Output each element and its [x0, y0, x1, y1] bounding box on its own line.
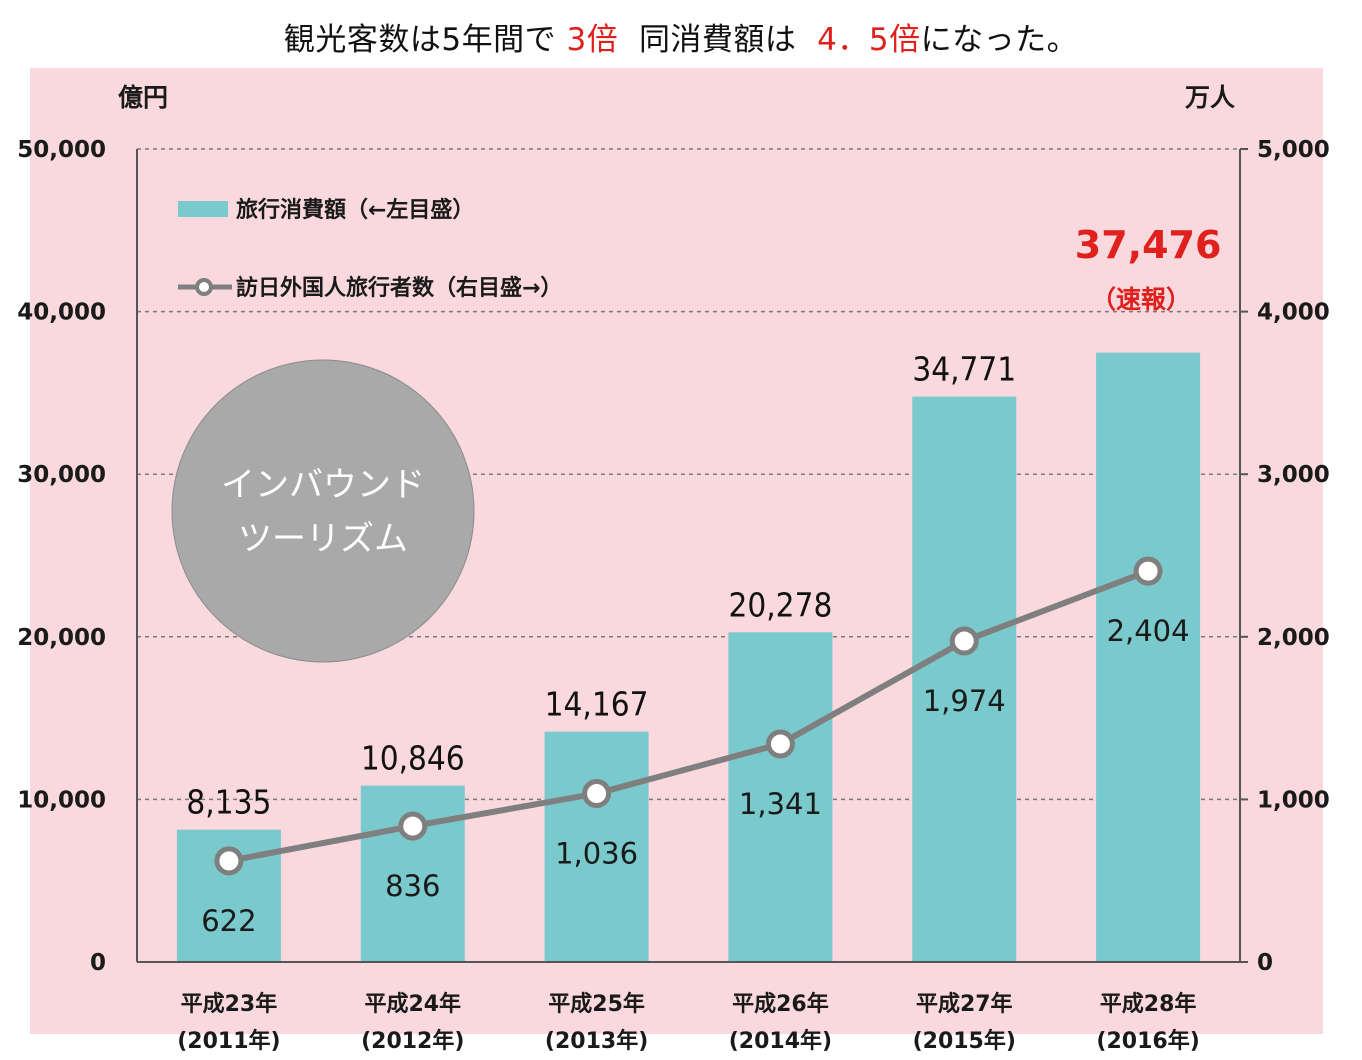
line-value-label: 622 [201, 904, 256, 938]
bar [912, 396, 1017, 962]
title-highlight-1: 3倍 [566, 22, 619, 58]
right-tick-label: 4,000 [1257, 300, 1330, 326]
bar [728, 632, 833, 962]
line-point-marker [1133, 556, 1163, 586]
line-value-label: 1,974 [923, 684, 1006, 718]
bar-value-label: 37,476 [1075, 223, 1222, 267]
category-label: 平成25年 [548, 991, 645, 1017]
visitors-line [228, 568, 1150, 864]
category-label: 平成23年 [181, 991, 278, 1017]
right-axis-unit: 万人 [1185, 83, 1235, 112]
bar-value-label: 34,771 [912, 350, 1016, 389]
data-labels: 8,135 10,846 14,167 20,278 34,771 37,476 622 83… [186, 223, 1221, 938]
left-tick-label: 20,000 [17, 625, 106, 651]
legend-bar-label: 旅行消費額（←左目盛） [236, 197, 474, 223]
axes: 0 10,000 20,000 30,000 40,000 50,000 0 1,000 2,0… [17, 137, 1330, 1054]
left-tick-label: 0 [90, 950, 106, 976]
right-tick-label: 5,000 [1257, 137, 1330, 163]
badge-line-1: インバウンド [221, 465, 425, 505]
badge-line-2: ツーリズム [238, 519, 408, 559]
category-sub-label: (2014年) [729, 1028, 832, 1054]
bars [176, 352, 1201, 962]
line-point-marker [582, 779, 612, 809]
category-sub-label: (2015年) [913, 1028, 1016, 1054]
line-value-label: 1,036 [555, 837, 638, 871]
line-value-label: 1,341 [739, 787, 822, 821]
category-label: 平成28年 [1100, 991, 1197, 1017]
left-tick-label: 10,000 [17, 787, 106, 813]
right-tick-label: 2,000 [1257, 625, 1330, 651]
bar-value-label: 8,135 [186, 783, 271, 822]
legend-line-label: 訪日外国人旅行者数（右目盛→） [236, 275, 562, 301]
bar-value-label: 20,278 [728, 585, 832, 624]
category-sub-label: (2012年) [361, 1028, 464, 1054]
category-sub-label: (2011年) [177, 1028, 280, 1054]
title-part2: 同消費額は [638, 22, 797, 58]
left-axis-unit: 億円 [118, 83, 168, 112]
right-tick-label: 1,000 [1257, 787, 1330, 813]
bar [1096, 352, 1201, 962]
title-highlight-2: 4．5倍 [817, 22, 921, 58]
highlight-note: （速報） [1091, 285, 1191, 314]
bar-value-label: 14,167 [545, 685, 649, 724]
right-tick-label: 0 [1257, 950, 1273, 976]
category-label: 平成27年 [916, 991, 1013, 1017]
line-point-marker [214, 846, 244, 876]
bar [544, 731, 649, 962]
legend-bar-swatch [178, 201, 228, 217]
title-part3: になった。 [920, 22, 1079, 58]
legend: 旅行消費額（←左目盛） 訪日外国人旅行者数（右目盛→） [178, 197, 562, 301]
line-value-label: 836 [385, 869, 440, 903]
left-tick-label: 40,000 [17, 300, 106, 326]
category-label: 平成26年 [732, 991, 829, 1017]
line-point-marker [949, 626, 979, 656]
title-part1: 観光客数は5年間で [283, 22, 557, 58]
line-value-label: 2,404 [1107, 614, 1190, 648]
category-sub-label: (2013年) [545, 1028, 648, 1054]
chart-title: 観光客数は5年間で 3倍 同消費額は 4．5倍になった。 [0, 14, 1362, 59]
inbound-tourism-badge: インバウンド ツーリズム [171, 359, 475, 663]
line-point-marker [398, 811, 428, 841]
bar-value-label: 10,846 [361, 739, 465, 778]
line-point-marker [765, 729, 795, 759]
left-tick-label: 50,000 [17, 137, 106, 163]
left-tick-label: 30,000 [17, 462, 106, 488]
category-label: 平成24年 [364, 991, 461, 1017]
line-series [214, 556, 1163, 876]
right-tick-label: 3,000 [1257, 462, 1330, 488]
legend-line-marker [195, 278, 213, 296]
badge-circle [171, 359, 475, 663]
category-sub-label: (2016年) [1096, 1028, 1199, 1054]
